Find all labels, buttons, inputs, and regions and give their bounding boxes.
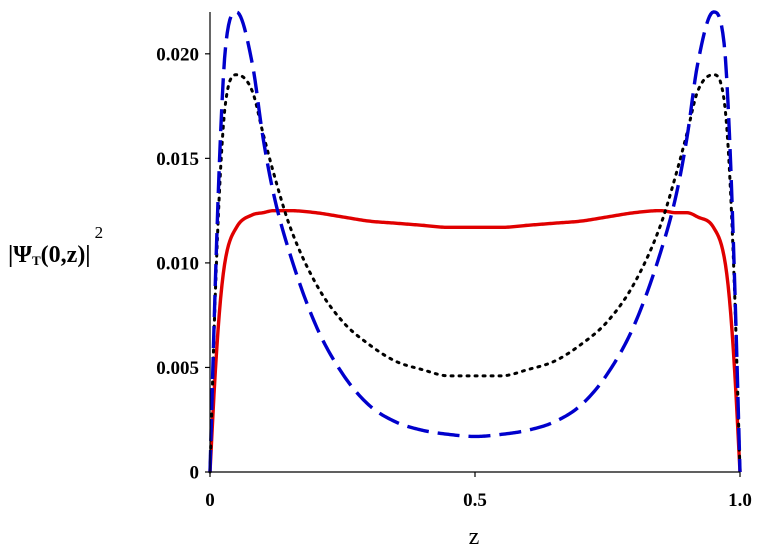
series-line-1	[208, 208, 742, 473]
series-line-3	[208, 10, 742, 473]
y-tick-label: 0	[190, 463, 200, 484]
x-tick-label: 1.0	[728, 490, 752, 511]
series-layer	[208, 10, 742, 474]
x-tick-label: 0.5	[463, 490, 487, 511]
y-axis-label-prefix: |Ψ	[8, 242, 32, 268]
x-axis-label: z	[469, 524, 480, 550]
y-axis-label-suffix: (0,z)|	[41, 242, 91, 268]
x-tick-label: 0	[205, 490, 215, 511]
y-tick-label: 0.005	[156, 358, 199, 379]
y-tick-label: 0.020	[156, 44, 199, 65]
y-axis-label-subscript: T	[32, 253, 41, 268]
series-line-2	[208, 73, 742, 474]
ticks-layer: 0 0.005 0.010 0.015 0.020 0 0.5 1.0	[156, 44, 752, 511]
y-tick-label: 0.010	[156, 253, 199, 274]
y-axis-label: |ΨT(0,z)|2	[8, 223, 103, 268]
y-tick-label: 0.015	[156, 149, 199, 170]
y-axis-label-superscript: 2	[95, 223, 104, 242]
